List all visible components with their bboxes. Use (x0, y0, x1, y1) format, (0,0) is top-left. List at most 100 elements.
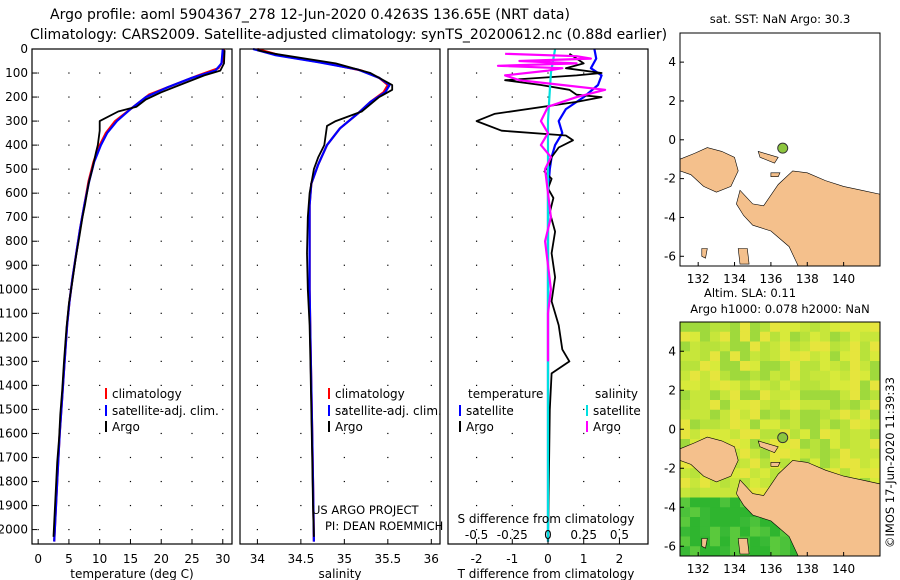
sla-cell (830, 322, 841, 333)
sla-cell (810, 331, 821, 342)
grid-dot (191, 192, 193, 194)
sla-cell (710, 400, 721, 411)
sla-cell (760, 458, 771, 469)
sla-cell (700, 400, 711, 411)
depth-tick-label: 200 (5, 90, 28, 104)
grid-dot (129, 192, 132, 194)
sla-cell (740, 526, 751, 537)
sla-cell (740, 429, 751, 440)
grid-dot (37, 312, 39, 314)
land-polygon (701, 538, 708, 549)
grid-dot (475, 528, 478, 531)
sla-cell (730, 536, 741, 547)
grid-dot (256, 168, 258, 170)
grid-dot (191, 456, 193, 459)
grid-dot (618, 336, 621, 338)
sla-cell (760, 351, 771, 362)
grid-dot (343, 432, 345, 435)
sla-cell (850, 439, 861, 450)
land-polygon (679, 147, 739, 193)
sst-map-land (679, 147, 881, 267)
grid-dot (191, 168, 193, 170)
land-polygon (737, 538, 750, 555)
depth-tick-label: 400 (5, 138, 28, 152)
sla-cell (870, 468, 881, 479)
sla-cell (740, 419, 751, 430)
grid-dot (511, 384, 513, 387)
sla-cell (810, 370, 821, 381)
grid-dot (99, 432, 101, 435)
sla-cell (730, 439, 741, 450)
s-difference-xlabel: S difference from climatology (458, 512, 635, 526)
land-polygon (770, 172, 781, 177)
grid-dot (387, 72, 389, 74)
sla-cell (690, 390, 701, 401)
sla-map-subtitle: Argo h1000: 0.078 h2000: NaN (690, 302, 869, 316)
sla-cell (810, 351, 821, 362)
grid-dot (160, 144, 162, 146)
sla-cell (710, 351, 721, 362)
series-line-t-argo (475, 53, 603, 542)
sla-cell (710, 487, 721, 498)
grid-dot (430, 456, 432, 459)
sla-cell (750, 487, 761, 498)
x-tick-label: 1 (580, 552, 588, 566)
sla-cell (840, 419, 851, 430)
grid-dot (222, 120, 224, 122)
grid-dot (160, 72, 162, 74)
s-diff-tick-label: 0.5 (610, 528, 629, 542)
grid-dot (99, 216, 101, 218)
grid-dot (191, 384, 193, 387)
sla-cell (860, 439, 871, 450)
sla-cell (730, 497, 741, 508)
grid-dot (37, 360, 39, 362)
grid-dot (387, 432, 389, 435)
sla-cell (810, 341, 821, 352)
lat-tick-label: 0 (668, 133, 676, 147)
grid-dot (618, 288, 621, 290)
legend-label-argo: Argo (335, 420, 363, 434)
sla-cell (800, 390, 811, 401)
sla-cell (780, 448, 791, 459)
sla-cell (790, 390, 801, 401)
lat-tick-label: 2 (668, 383, 676, 397)
sla-cell (820, 331, 831, 342)
sla-cell (840, 322, 851, 333)
grid-dot (256, 120, 258, 122)
sla-map-land (679, 436, 881, 557)
grid-dot (387, 504, 389, 507)
sla-cell (690, 546, 701, 557)
sla-cell (860, 351, 871, 362)
grid-dot (37, 120, 39, 122)
sla-cell (680, 468, 691, 479)
grid-dot (583, 168, 585, 170)
legend-label-argo: Argo (112, 420, 140, 434)
sla-cell (830, 341, 841, 352)
grid-dot (430, 504, 432, 507)
sla-cell (790, 351, 801, 362)
sla-cell (800, 419, 811, 430)
sla-cell (860, 390, 871, 401)
grid-dot (222, 360, 224, 362)
depth-tick-label: 100 (5, 66, 28, 80)
sla-cell (800, 341, 811, 352)
grid-dot (256, 96, 258, 98)
sla-cell (840, 468, 851, 479)
depth-tick-label: 2000 (0, 523, 28, 537)
sla-cell (740, 361, 751, 372)
sla-cell (750, 458, 761, 469)
grid-dot (511, 192, 513, 194)
lat-tick-label: -4 (664, 210, 676, 224)
x-tick-label: 35.5 (374, 552, 401, 566)
sla-cell (830, 390, 841, 401)
sla-cell (760, 536, 771, 547)
sla-cell (680, 429, 691, 440)
sla-cell (680, 536, 691, 547)
sla-cell (690, 536, 701, 547)
grid-dot (583, 264, 585, 266)
grid-dot (129, 360, 132, 362)
grid-dot (191, 264, 193, 266)
grid-dot (129, 384, 132, 387)
sla-cell (750, 536, 761, 547)
